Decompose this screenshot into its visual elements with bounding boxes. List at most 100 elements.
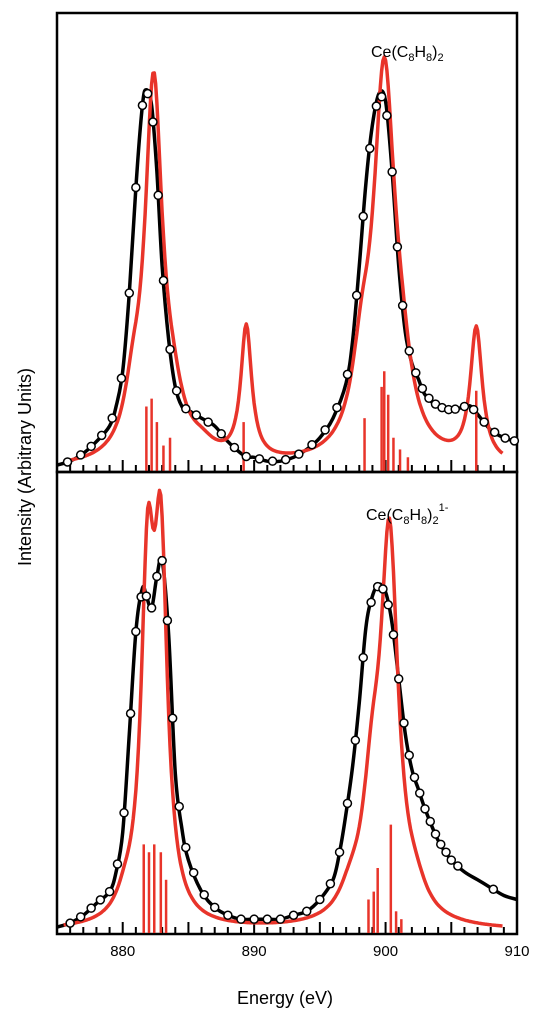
- experimental-marker-bottom: [174, 801, 184, 812]
- x-tick-label: 890: [242, 943, 267, 960]
- experimental-marker-bottom: [249, 914, 259, 924]
- experimental-marker-bottom: [157, 555, 167, 566]
- experimental-marker-top: [397, 300, 408, 311]
- experimental-marker-top: [358, 211, 368, 222]
- experimental-marker-bottom: [188, 867, 199, 878]
- experimental-marker-top: [280, 454, 291, 465]
- experimental-marker-top: [468, 404, 479, 415]
- experimental-marker-top: [509, 436, 520, 446]
- experimental-marker-top: [241, 451, 252, 462]
- experimental-marker-bottom: [315, 894, 325, 905]
- experimental-marker-bottom: [366, 597, 376, 608]
- panel-bottom: Ce(C8H8)21-: [55, 470, 519, 936]
- experimental-marker-bottom: [425, 816, 436, 827]
- experimental-marker-bottom: [209, 902, 220, 913]
- experimental-marker-top: [489, 427, 500, 437]
- y-axis-title: Intensity (Arbitrary Units): [15, 368, 35, 566]
- experimental-marker-bottom: [446, 855, 457, 865]
- experimental-marker-bottom: [112, 859, 123, 869]
- experimental-marker-top: [107, 413, 117, 423]
- x-tick-label: 910: [504, 943, 529, 960]
- experimental-marker-bottom: [383, 600, 393, 610]
- experimental-marker-bottom: [453, 861, 463, 871]
- panel-label-top: Ce(C8H8)2: [371, 44, 444, 64]
- experimental-marker-bottom: [131, 626, 141, 637]
- x-tick-label: 900: [373, 943, 398, 960]
- experimental-marker-top: [479, 417, 489, 427]
- experimental-marker-top: [332, 402, 342, 413]
- experimental-marker-top: [342, 369, 353, 380]
- experimental-marker-bottom: [181, 842, 191, 853]
- experimental-marker-top: [417, 383, 428, 394]
- experimental-marker-top: [62, 457, 73, 467]
- experimental-marker-bottom: [125, 708, 136, 719]
- experimental-marker-top: [203, 417, 213, 427]
- experimental-marker-bottom: [86, 903, 96, 913]
- experimental-marker-bottom: [288, 910, 299, 920]
- experimental-marker-bottom: [378, 584, 388, 594]
- experimental-marker-bottom: [104, 886, 115, 897]
- experimental-marker-top: [86, 441, 96, 452]
- experimental-marker-top: [142, 88, 153, 99]
- experimental-marker-top: [411, 368, 421, 378]
- experimental-marker-top: [320, 425, 330, 435]
- experimental-marker-top: [500, 433, 510, 443]
- experimental-line-bottom: [56, 556, 518, 929]
- experimental-marker-bottom: [75, 912, 86, 922]
- experimental-marker-bottom: [262, 914, 273, 924]
- experimental-marker-top: [229, 442, 240, 453]
- experimental-marker-bottom: [388, 629, 399, 640]
- experimental-marker-top: [371, 101, 382, 111]
- experimental-marker-top: [307, 440, 317, 450]
- experimental-marker-bottom: [409, 772, 420, 783]
- experimental-marker-top: [148, 117, 158, 127]
- plot-frame-top: [55, 11, 519, 474]
- experimental-marker-bottom: [236, 914, 246, 924]
- experimental-marker-bottom: [119, 808, 129, 818]
- experimental-marker-bottom: [141, 591, 152, 601]
- experimental-marker-bottom: [162, 615, 173, 626]
- experimental-marker-top: [75, 450, 86, 460]
- experimental-marker-bottom: [95, 895, 106, 905]
- experimental-marker-bottom: [334, 847, 345, 857]
- experimental-marker-top: [216, 429, 227, 439]
- experimental-marker-bottom: [301, 906, 312, 917]
- experimental-marker-top: [191, 410, 202, 420]
- experimental-marker-bottom: [414, 788, 425, 798]
- experimental-marker-bottom: [223, 910, 233, 920]
- experimental-marker-top: [365, 143, 375, 154]
- experimental-marker-top: [124, 288, 135, 298]
- experimental-marker-top: [158, 275, 169, 286]
- x-axis-title: Energy (eV): [237, 988, 333, 1008]
- x-tick-labels: 880 890 900 910: [110, 943, 529, 960]
- experimental-marker-bottom: [420, 804, 430, 814]
- experimental-marker-bottom: [441, 847, 451, 857]
- experimental-marker-top: [376, 92, 387, 102]
- calculated-line-top: [63, 55, 504, 463]
- experimental-marker-top: [181, 404, 191, 414]
- experimental-marker-bottom: [199, 890, 209, 900]
- experimental-marker-top: [387, 167, 397, 177]
- experimental-marker-top: [424, 393, 434, 403]
- experimental-marker-bottom: [146, 603, 157, 613]
- experimental-marker-top: [153, 190, 163, 201]
- experimental-marker-top: [392, 242, 403, 252]
- experimental-marker-top: [96, 430, 107, 441]
- experimental-marker-top: [459, 401, 470, 412]
- experimental-marker-top: [137, 100, 148, 111]
- experimental-marker-bottom: [342, 798, 353, 809]
- experimental-marker-top: [131, 182, 141, 193]
- experimental-marker-bottom: [488, 884, 499, 894]
- experimental-marker-bottom: [436, 839, 446, 850]
- experimental-marker-bottom: [152, 571, 162, 582]
- experimental-marker-bottom: [404, 750, 414, 761]
- experimental-marker-bottom: [358, 652, 368, 663]
- experimental-marker-bottom: [275, 914, 286, 924]
- experimental-marker-top: [294, 449, 304, 459]
- x-tick-label: 880: [110, 943, 135, 960]
- experimental-marker-top: [404, 346, 414, 356]
- experimental-marker-bottom: [430, 829, 441, 839]
- experimental-marker-top: [116, 373, 127, 384]
- experimental-marker-bottom: [167, 713, 178, 723]
